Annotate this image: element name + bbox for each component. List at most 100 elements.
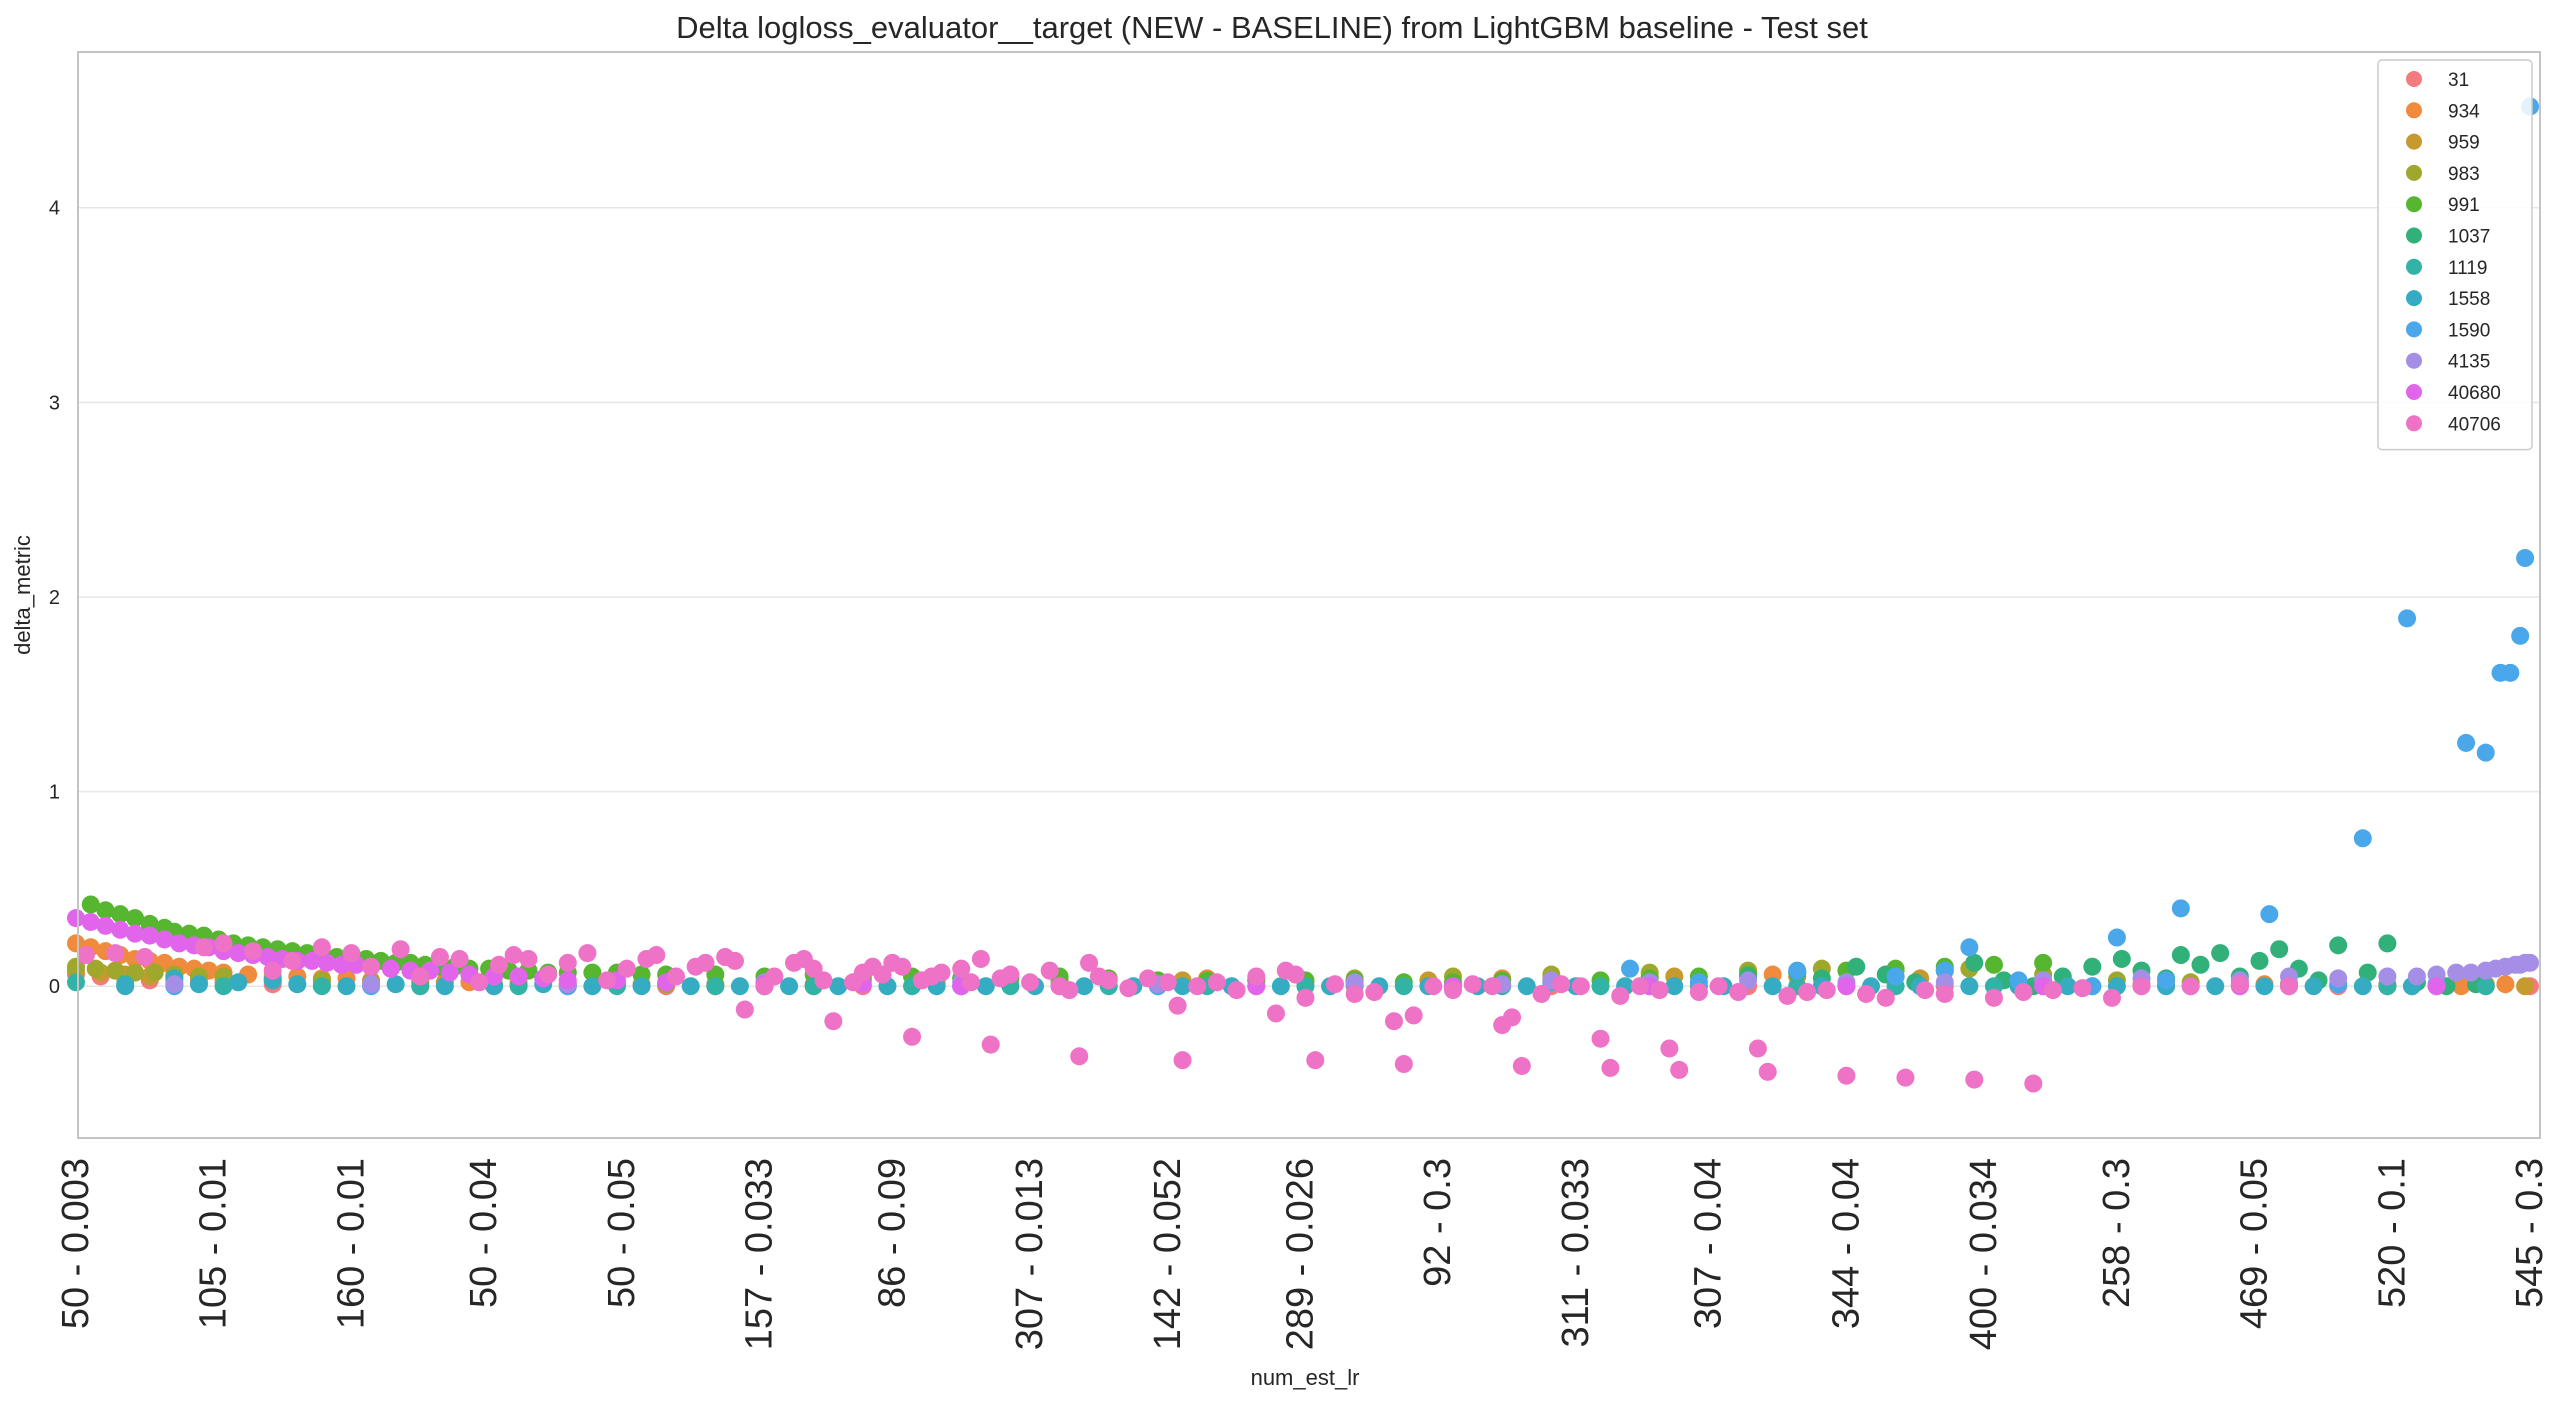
data-point: [189, 975, 208, 994]
data-point: [1443, 981, 1462, 1000]
data-point: [106, 961, 125, 980]
legend: 31 934 959 983 991 1037 1119 1558 1590 4135 40680 4…: [2377, 59, 2533, 451]
data-point: [67, 909, 85, 928]
legend-label: 991: [2448, 195, 2480, 216]
data-point: [263, 961, 282, 980]
x-tick-label: 105 - 0.01: [193, 1158, 235, 1329]
data-point: [2516, 977, 2535, 996]
data-point: [1876, 988, 1895, 1007]
data-point: [1070, 1047, 1089, 1066]
data-point: [1709, 977, 1728, 996]
data-point: [1483, 977, 1502, 996]
data-point: [617, 959, 636, 978]
data-point: [2250, 951, 2269, 970]
data-point: [1630, 977, 1649, 996]
data-point: [81, 912, 100, 931]
data-point: [214, 934, 233, 953]
series-40680: [67, 909, 2446, 996]
y-tick-label: 4: [49, 198, 60, 220]
data-point: [1158, 973, 1177, 992]
data-point: [903, 1027, 922, 1046]
data-point: [194, 938, 213, 957]
data-point: [1788, 961, 1807, 980]
data-point: [2230, 975, 2249, 994]
data-point: [2024, 1074, 2043, 1093]
data-point: [2378, 934, 2397, 953]
y-tick-label: 2: [49, 587, 60, 609]
data-point: [1778, 986, 1797, 1005]
data-point: [2358, 963, 2377, 982]
data-point: [67, 973, 85, 992]
data-point: [681, 977, 700, 996]
data-point: [2206, 977, 2225, 996]
x-tick-label: 160 - 0.01: [330, 1158, 372, 1329]
data-point: [1060, 981, 1079, 1000]
data-point: [1021, 973, 1040, 992]
data-point: [2181, 977, 2200, 996]
data-point: [1817, 981, 1836, 1000]
data-point: [362, 957, 381, 976]
data-point: [1552, 975, 1571, 994]
data-point: [2378, 967, 2397, 986]
chart-title: Delta logloss_evaluator__target (NEW - B…: [676, 10, 1868, 45]
legend-label: 1558: [2448, 289, 2490, 310]
data-point: [1040, 961, 1059, 980]
data-point: [1857, 984, 1876, 1003]
data-point: [981, 1035, 1000, 1054]
data-point: [1847, 957, 1866, 976]
data-point: [1748, 1039, 1767, 1058]
data-point: [976, 977, 995, 996]
data-point: [2516, 549, 2535, 568]
data-point: [1837, 1066, 1856, 1085]
data-point: [1965, 953, 1984, 972]
data-point: [1886, 967, 1905, 986]
data-point: [598, 971, 617, 990]
data-point: [2157, 971, 2176, 990]
data-point: [76, 946, 95, 965]
data-point: [2521, 953, 2539, 972]
data-point: [283, 951, 302, 970]
legend-marker: [2406, 290, 2422, 307]
data-point: [2407, 967, 2426, 986]
data-point: [696, 953, 715, 972]
data-point: [539, 965, 558, 984]
data-point: [116, 977, 135, 996]
legend-marker: [2406, 196, 2422, 213]
data-point: [337, 977, 356, 996]
data-point: [632, 977, 651, 996]
data-point: [1227, 981, 1246, 1000]
data-points: [67, 97, 2539, 1093]
x-tick-label: 86 - 0.09: [871, 1158, 913, 1308]
data-point: [1601, 1058, 1620, 1077]
data-point: [317, 953, 336, 972]
legend-marker: [2406, 415, 2422, 432]
data-point: [1188, 977, 1207, 996]
data-point: [829, 977, 848, 996]
data-point: [1296, 988, 1315, 1007]
data-point: [2501, 663, 2520, 682]
data-point: [1394, 1055, 1413, 1074]
data-point: [1517, 977, 1536, 996]
data-point: [2171, 899, 2190, 918]
data-point: [1729, 983, 1748, 1002]
data-point: [1896, 1068, 1915, 1087]
data-point: [135, 948, 154, 966]
legend-marker: [2406, 133, 2422, 150]
data-point: [814, 971, 833, 990]
x-tick-label: 50 - 0.05: [601, 1158, 643, 1308]
data-point: [450, 949, 469, 968]
data-point: [391, 940, 410, 959]
data-point: [2447, 963, 2466, 982]
data-point: [303, 951, 322, 970]
data-point: [2329, 969, 2348, 988]
data-point: [2304, 977, 2323, 996]
data-point: [666, 967, 685, 986]
x-tick-label: 157 - 0.033: [739, 1158, 781, 1350]
data-point: [2107, 928, 2126, 947]
data-point: [971, 949, 990, 968]
data-point: [1168, 996, 1187, 1015]
data-point: [229, 944, 248, 963]
legend-marker: [2406, 71, 2422, 87]
data-point: [1247, 967, 1266, 986]
